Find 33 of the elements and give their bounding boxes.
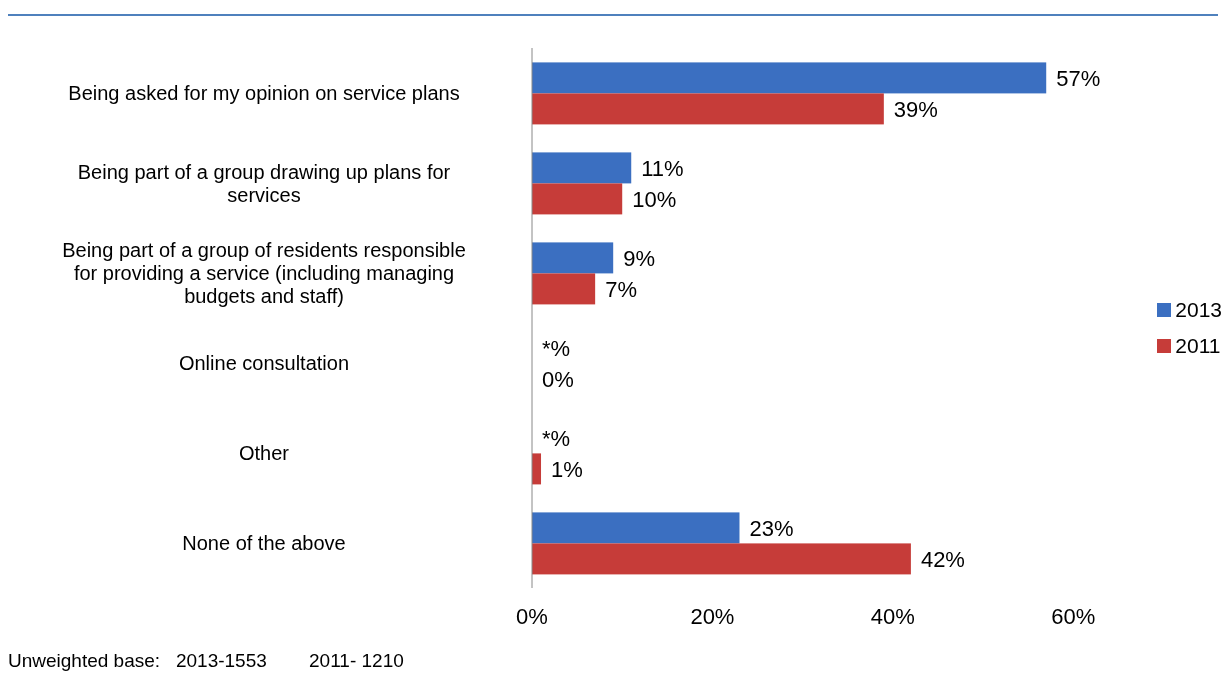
bar	[532, 62, 1047, 94]
y-tick-label: None of the above	[182, 532, 346, 554]
x-tick-label: 0%	[516, 603, 548, 629]
data-label: 0%	[542, 366, 574, 392]
data-label: 1%	[551, 456, 583, 482]
y-tick-label: Being part of a group drawing up plans for services	[77, 160, 451, 206]
x-tick-label: 40%	[870, 603, 915, 629]
y-tick-label: Other	[238, 442, 290, 464]
y-tick-label: Being part of a group of residents responsible for providing a service (including managing budgets and staff)	[62, 239, 466, 307]
data-label: *%	[542, 425, 571, 451]
data-label: 11%	[641, 155, 684, 181]
text: Unweighted base: 2013-1553 2011- 1210	[8, 650, 404, 672]
data-label: *%	[542, 335, 571, 361]
x-tick-label: 60%	[1051, 603, 1096, 629]
bar	[532, 242, 614, 274]
bar	[532, 512, 740, 544]
bar	[532, 183, 623, 215]
data-label: 57%	[1056, 65, 1101, 91]
bar	[532, 273, 596, 305]
legend-label: 2013	[1175, 297, 1222, 323]
y-tick-label: Online consultation	[178, 352, 350, 374]
legend-label: 2011	[1175, 333, 1221, 359]
bar	[532, 152, 632, 184]
bar	[532, 543, 911, 575]
data-label: 10%	[632, 186, 677, 212]
x-tick-label: 20%	[690, 603, 735, 629]
data-label: 7%	[605, 276, 637, 302]
data-label: 23%	[749, 515, 794, 541]
data-label: 42%	[920, 546, 965, 572]
bar	[532, 93, 884, 125]
y-tick-label: Being asked for my opinion on service plans	[68, 82, 460, 104]
data-label: 39%	[893, 96, 938, 122]
data-label: 9%	[623, 245, 655, 271]
